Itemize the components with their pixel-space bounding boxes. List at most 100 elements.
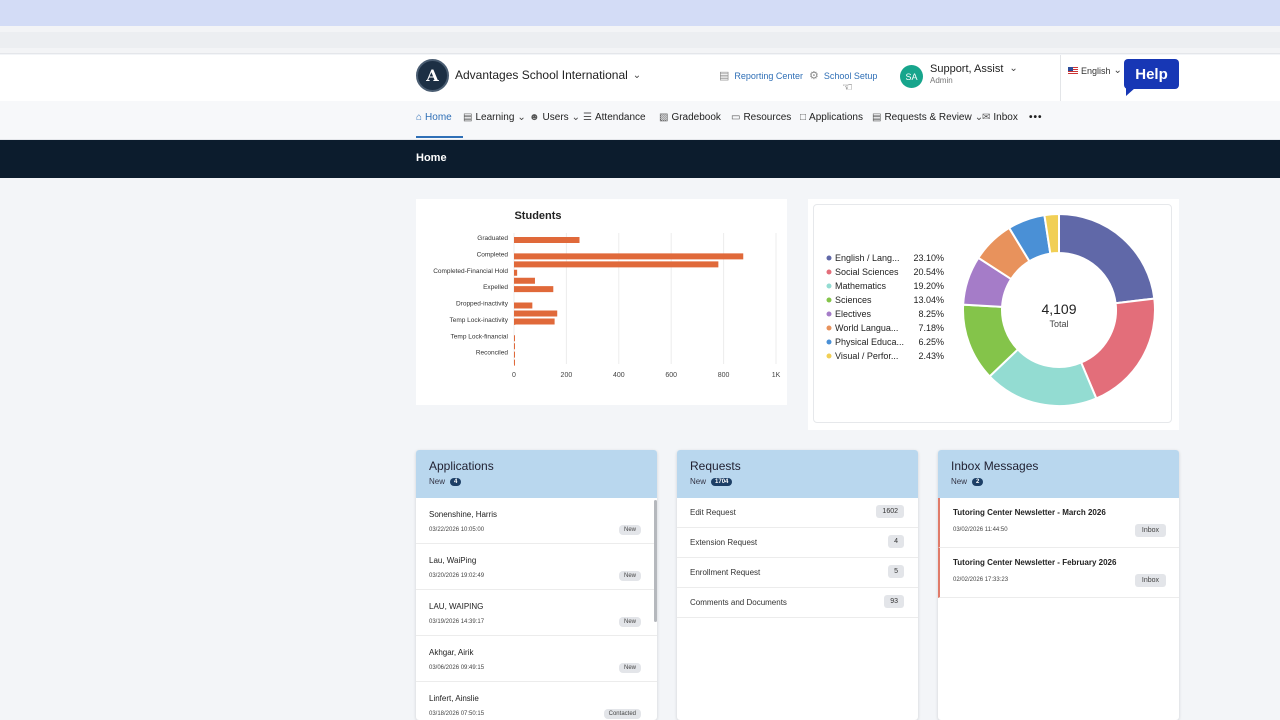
nav-attendance[interactable]: ☰ Attendance <box>583 112 646 123</box>
bar <box>514 277 535 284</box>
school-logo[interactable]: A <box>416 59 449 92</box>
list-item[interactable]: Tutoring Center Newsletter - February 20… <box>938 548 1179 598</box>
document-icon: ▤ <box>719 70 730 82</box>
status-badge: Contacted <box>603 709 641 719</box>
nav-applications[interactable]: □ Applications <box>800 112 863 123</box>
nav-home[interactable]: ⌂ Home <box>416 112 452 123</box>
inbox-new-count: New 2 <box>951 477 1166 486</box>
chat-icon: □ <box>800 112 807 123</box>
active-tab-indicator <box>416 136 463 138</box>
reporting-center-label: Reporting Center <box>734 70 803 81</box>
bar <box>514 335 515 342</box>
x-tick-label: 400 <box>613 372 625 379</box>
list-item[interactable]: Extension Request 4 <box>677 528 918 558</box>
nav-users[interactable]: ☻ Users ⌄ <box>529 112 580 123</box>
legend-label: English / Lang... <box>835 253 900 263</box>
x-tick-label: 1K <box>772 372 781 379</box>
bar <box>514 286 554 293</box>
user-name: Support, Assist <box>930 63 1004 75</box>
nav-learning[interactable]: ▤ Learning ⌄ <box>463 112 526 123</box>
bar <box>514 318 555 325</box>
chevron-down-icon: ⌄ <box>571 112 581 123</box>
bar <box>514 351 515 358</box>
status-badge: New <box>618 663 641 673</box>
legend-percent: 19.20% <box>913 281 944 291</box>
header-divider <box>1060 55 1061 101</box>
list-item[interactable]: Lau, WaiPing 03/20/2026 19:02:49 New <box>416 544 657 590</box>
user-menu[interactable]: Support, Assist ⌄ <box>930 63 1018 75</box>
nav-gradebook[interactable]: ▧ Gradebook <box>659 112 721 123</box>
nav-resources-label: Resources <box>743 112 792 123</box>
applications-list: Sonenshine, Harris 03/22/2026 10:05:00 N… <box>416 498 657 720</box>
browser-address-area <box>0 32 1280 48</box>
inbox-tag: Inbox <box>1134 524 1166 537</box>
page-title: Home <box>416 152 447 164</box>
home-icon: ⌂ <box>416 112 423 123</box>
count-badge: 2 <box>972 477 984 486</box>
list-item[interactable]: LAU, WAIPING 03/19/2026 14:39:17 New <box>416 590 657 636</box>
applications-title: Applications <box>429 459 494 473</box>
category-label: Graduated <box>477 235 508 242</box>
bar <box>514 261 719 268</box>
list-item[interactable]: Linfert, Ainslie 03/18/2026 07:50:15 Con… <box>416 682 657 720</box>
nav-gradebook-label: Gradebook <box>671 112 721 123</box>
list-item[interactable]: Akhgar, Airik 03/06/2026 09:49:15 New <box>416 636 657 682</box>
status-badge: New <box>618 525 641 535</box>
scrollbar-thumb[interactable] <box>654 500 657 622</box>
legend-label: Mathematics <box>835 281 887 291</box>
language-selector[interactable]: English ⌄ <box>1068 65 1122 76</box>
applications-panel: Applications New 4 Sonenshine, Harris 03… <box>416 450 657 720</box>
legend-percent: 13.04% <box>913 295 944 305</box>
list-item[interactable]: Comments and Documents 93 <box>677 588 918 618</box>
nav-requests-label: Requests & Review <box>884 112 972 123</box>
avatar[interactable]: SA <box>900 65 923 88</box>
list-item[interactable]: Tutoring Center Newsletter - March 2026 … <box>938 498 1179 548</box>
bar <box>514 359 515 366</box>
request-type: Edit Request <box>690 508 736 517</box>
school-setup-link[interactable]: ⚙ School Setup <box>809 69 877 82</box>
top-header: A Advantages School International ⌄ ▤ Re… <box>0 55 1280 101</box>
nav-home-label: Home <box>425 112 452 123</box>
school-switcher[interactable]: Advantages School International ⌄ <box>455 68 641 82</box>
x-tick-label: 800 <box>718 372 730 379</box>
list-item[interactable]: Edit Request 1602 <box>677 498 918 528</box>
nav-more-button[interactable]: ••• <box>1029 112 1043 123</box>
x-tick-label: 600 <box>665 372 677 379</box>
count-badge: 4 <box>450 477 462 486</box>
bar <box>514 343 515 350</box>
chart-title: Students <box>514 210 561 222</box>
nav-inbox[interactable]: ✉ Inbox <box>982 112 1018 123</box>
applications-new-count: New 4 <box>429 477 644 486</box>
category-label: Dropped-inactivity <box>456 301 509 308</box>
nav-requests-review[interactable]: ▤ Requests & Review ⌄ <box>872 112 983 123</box>
reporting-center-link[interactable]: ▤ Reporting Center <box>719 69 803 82</box>
requests-new-count: New 1704 <box>690 477 905 486</box>
help-button[interactable]: Help <box>1124 59 1179 96</box>
message-date: 02/02/2026 17:33:23 <box>953 577 1009 583</box>
bar <box>514 310 558 317</box>
message-date: 03/02/2026 11:44:50 <box>953 527 1008 533</box>
chevron-down-icon: ⌄ <box>1009 63 1018 74</box>
donut-slice[interactable] <box>1079 297 1156 400</box>
request-type: Enrollment Request <box>690 568 761 577</box>
category-label: Reconciled <box>476 350 509 357</box>
inbox-tag: Inbox <box>1134 574 1166 587</box>
nav-resources[interactable]: ▭ Resources <box>731 112 791 123</box>
nav-inbox-label: Inbox <box>993 112 1018 123</box>
list-item[interactable]: Enrollment Request 5 <box>677 558 918 588</box>
count-badge: 1704 <box>711 477 733 486</box>
request-count: 1602 <box>876 505 904 518</box>
hand-cursor-icon: ☜ <box>842 80 853 94</box>
inbox-list: Tutoring Center Newsletter - March 2026 … <box>938 498 1179 598</box>
donut-slice[interactable] <box>1058 212 1156 305</box>
application-date: 03/18/2026 07:50:15 <box>429 711 485 717</box>
legend-label: Social Sciences <box>835 267 899 277</box>
list-item[interactable]: Sonenshine, Harris 03/22/2026 10:05:00 N… <box>416 498 657 544</box>
courses-donut-chart: 4,109 Total English / Lang... 23.10% Social … <box>826 212 1156 407</box>
inbox-title: Inbox Messages <box>951 459 1039 473</box>
donut-slice[interactable] <box>1043 212 1060 255</box>
legend-label: Physical Educa... <box>835 337 904 347</box>
application-date: 03/19/2026 14:39:17 <box>429 619 485 625</box>
applicant-name: Lau, WaiPing <box>429 556 477 565</box>
message-title: Tutoring Center Newsletter - March 2026 <box>953 508 1106 517</box>
